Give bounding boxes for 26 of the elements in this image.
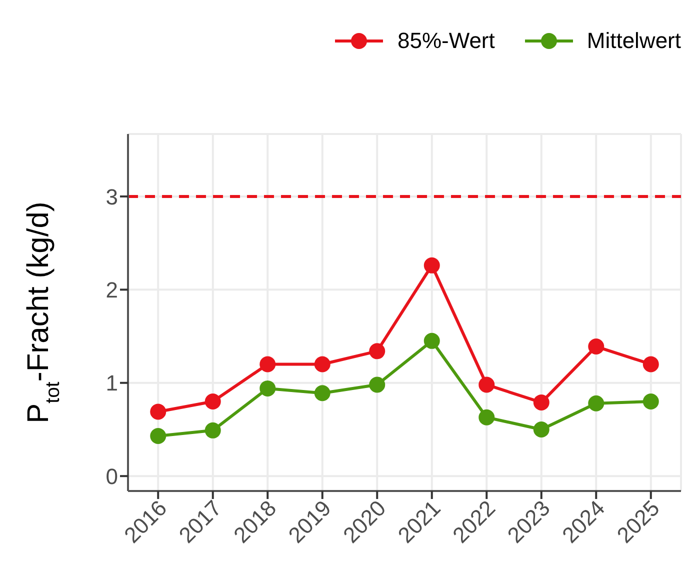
- legend-label: 85%-Wert: [397, 28, 495, 54]
- point: [314, 385, 330, 402]
- y-tick-label: 2: [106, 277, 118, 302]
- point: [588, 395, 604, 412]
- point: [424, 332, 440, 349]
- point: [150, 428, 166, 444]
- point: [369, 376, 386, 393]
- point: [533, 394, 550, 410]
- point: [150, 404, 166, 420]
- y-tick-label: 3: [106, 184, 118, 210]
- point: [260, 380, 276, 396]
- y-tick-label: 0: [106, 464, 118, 489]
- point: [204, 394, 221, 410]
- point: [369, 343, 386, 360]
- legend-label: Mittelwert: [586, 28, 681, 54]
- point: [642, 394, 659, 410]
- point: [424, 257, 440, 274]
- point: [260, 356, 276, 372]
- point: [204, 422, 221, 438]
- y-tick-label: 1: [106, 370, 118, 396]
- point: [314, 356, 330, 372]
- point: [478, 376, 495, 393]
- point: [478, 409, 495, 426]
- point: [533, 421, 550, 438]
- point: [642, 356, 659, 372]
- point: [588, 338, 604, 355]
